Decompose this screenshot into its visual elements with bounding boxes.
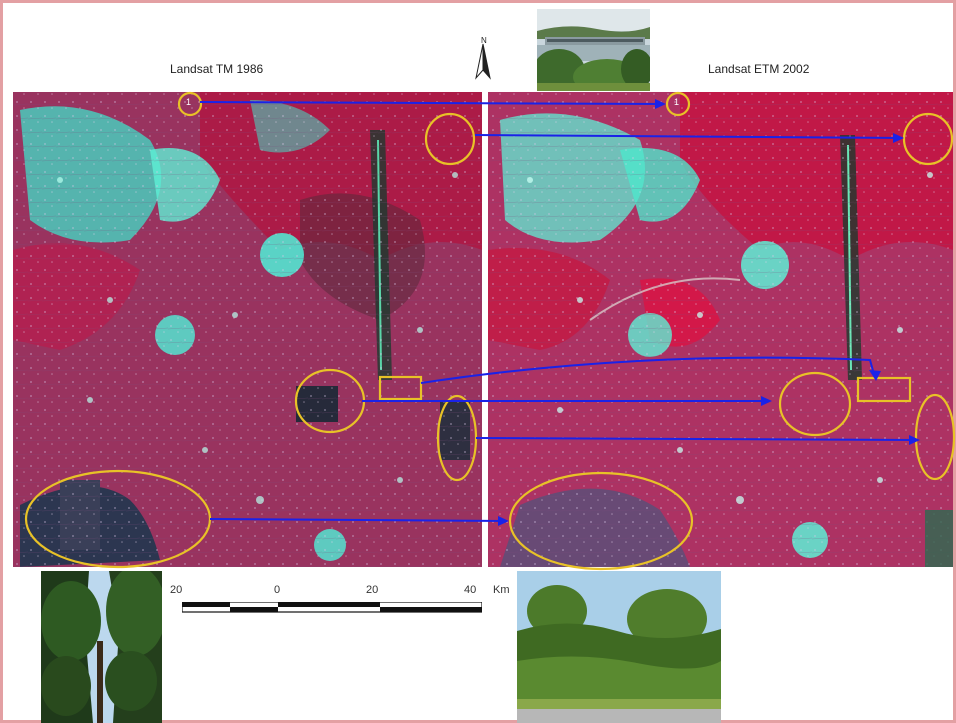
scale-tick-2: 0 — [274, 584, 281, 596]
photo-river-dam — [537, 9, 650, 91]
scale-tick-4: 40 — [464, 584, 477, 596]
scale-unit: Km — [493, 584, 510, 596]
photo-shrub-vegetation — [517, 571, 721, 723]
right-image-title: Landsat ETM 2002 — [708, 62, 810, 76]
left-image-title: Landsat TM 1986 — [170, 62, 264, 76]
marker-right-1-label: 1 — [674, 97, 680, 107]
north-label: N — [481, 36, 487, 45]
scale-bar: 20 0 20 40 Km — [170, 584, 530, 624]
photo-tall-forest — [41, 571, 162, 723]
scale-tick-3: 20 — [366, 584, 379, 596]
scale-bar-segments — [182, 602, 482, 613]
north-arrow-icon — [475, 43, 491, 80]
scale-tick-1: 20 — [170, 584, 183, 596]
marker-left-1-label: 1 — [186, 97, 192, 107]
